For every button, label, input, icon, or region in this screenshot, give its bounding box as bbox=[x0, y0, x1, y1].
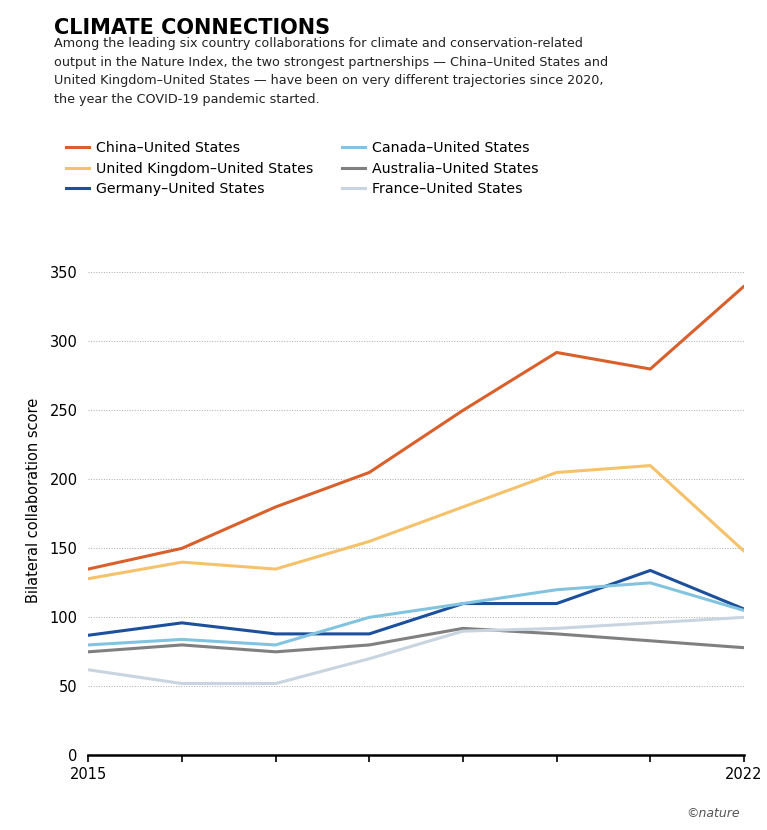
Legend: China–United States, United Kingdom–United States, Germany–United States, Canada: China–United States, United Kingdom–Unit… bbox=[61, 136, 544, 202]
Y-axis label: Bilateral collaboration score: Bilateral collaboration score bbox=[26, 398, 41, 603]
Text: CLIMATE CONNECTIONS: CLIMATE CONNECTIONS bbox=[54, 18, 330, 38]
Text: ©nature: ©nature bbox=[686, 807, 740, 820]
Text: Among the leading six country collaborations for climate and conservation-relate: Among the leading six country collaborat… bbox=[54, 37, 607, 106]
